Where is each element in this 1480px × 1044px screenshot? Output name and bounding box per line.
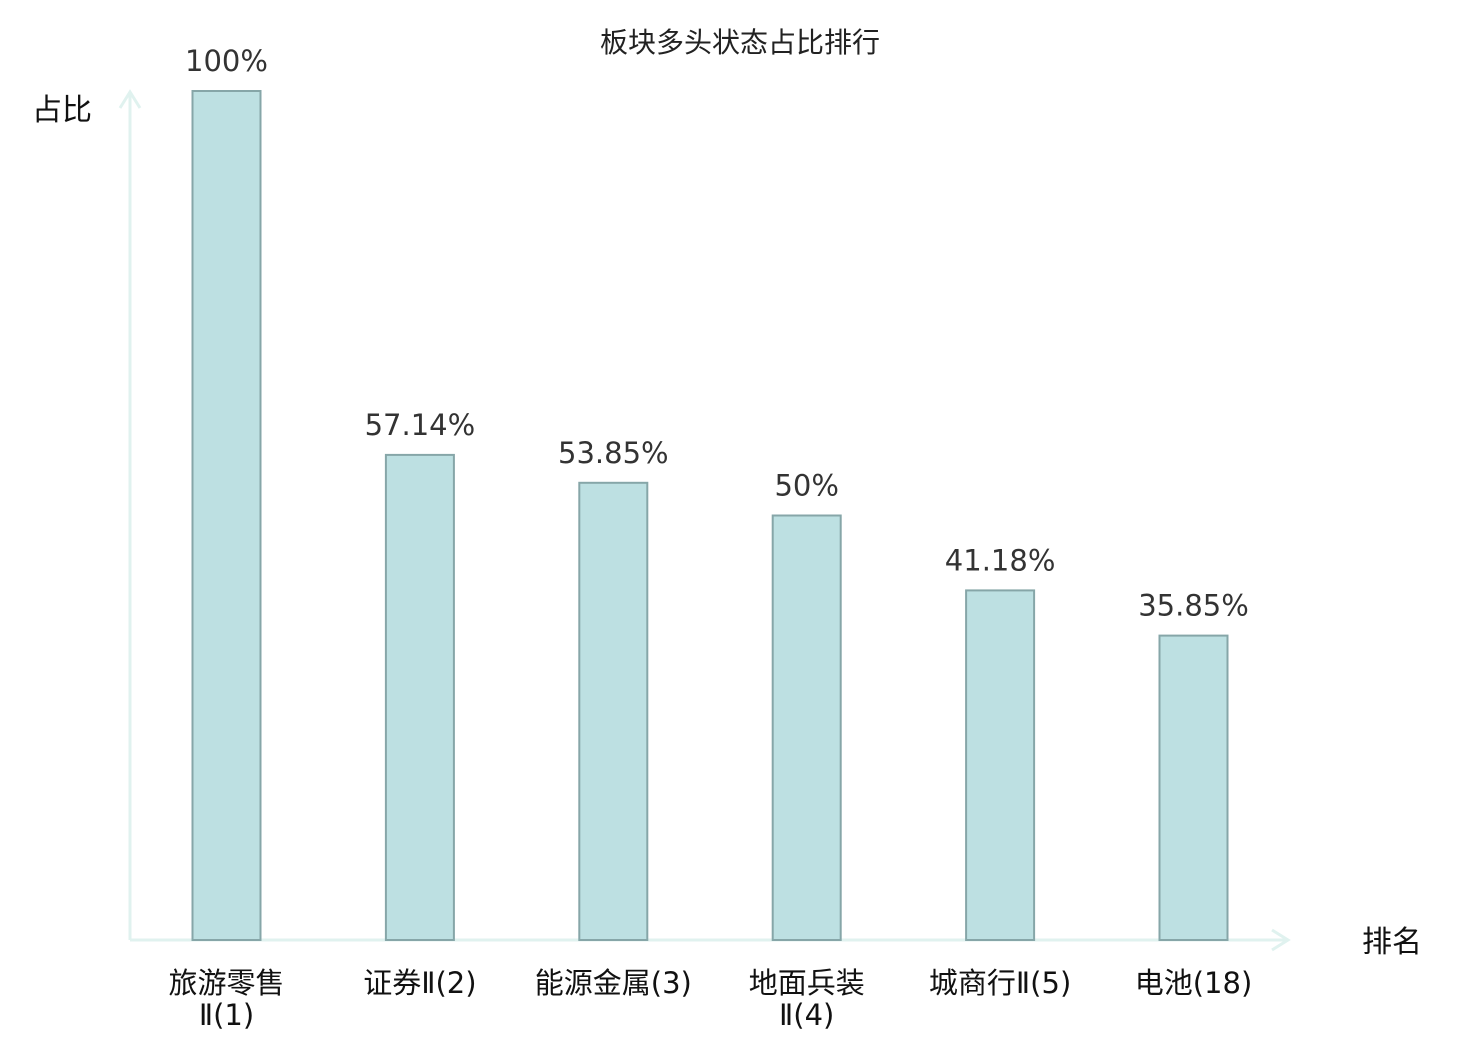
bar-3 [771, 514, 842, 941]
x-axis-arrow [1271, 928, 1291, 952]
category-label-1-line-0: 证券Ⅱ(2) [363, 966, 476, 1000]
category-label-4-line-0: 城商行Ⅱ(5) [929, 966, 1071, 1000]
value-label-4: 41.18% [945, 543, 1056, 577]
bar-0 [191, 90, 262, 941]
category-label-3-line-0: 地面兵装 [749, 966, 865, 1000]
bar-2 [578, 481, 649, 941]
bars-group [191, 90, 1229, 942]
category-label-0-line-0: 旅游零售 [168, 966, 284, 1000]
value-label-0: 100% [185, 44, 268, 78]
bar-4 [965, 589, 1036, 942]
value-label-3: 50% [774, 469, 838, 503]
bar-1 [384, 453, 455, 941]
value-label-5: 35.85% [1138, 589, 1249, 623]
bar-5 [1158, 634, 1229, 941]
x-axis-label: 排名 [1362, 925, 1422, 960]
category-label-5-line-0: 电池(18) [1135, 966, 1253, 1000]
y-axis-arrow [118, 89, 142, 109]
category-label-3-line-1: Ⅱ(4) [779, 998, 834, 1032]
value-label-2: 53.85% [558, 436, 669, 470]
category-label-0-line-1: Ⅱ(1) [199, 998, 254, 1032]
value-label-1: 57.14% [365, 408, 476, 442]
chart-title: 板块多头状态占比排行 [600, 26, 880, 59]
y-axis-label: 占比 [32, 93, 92, 128]
category-label-2-line-0: 能源金属(3) [535, 966, 692, 1000]
